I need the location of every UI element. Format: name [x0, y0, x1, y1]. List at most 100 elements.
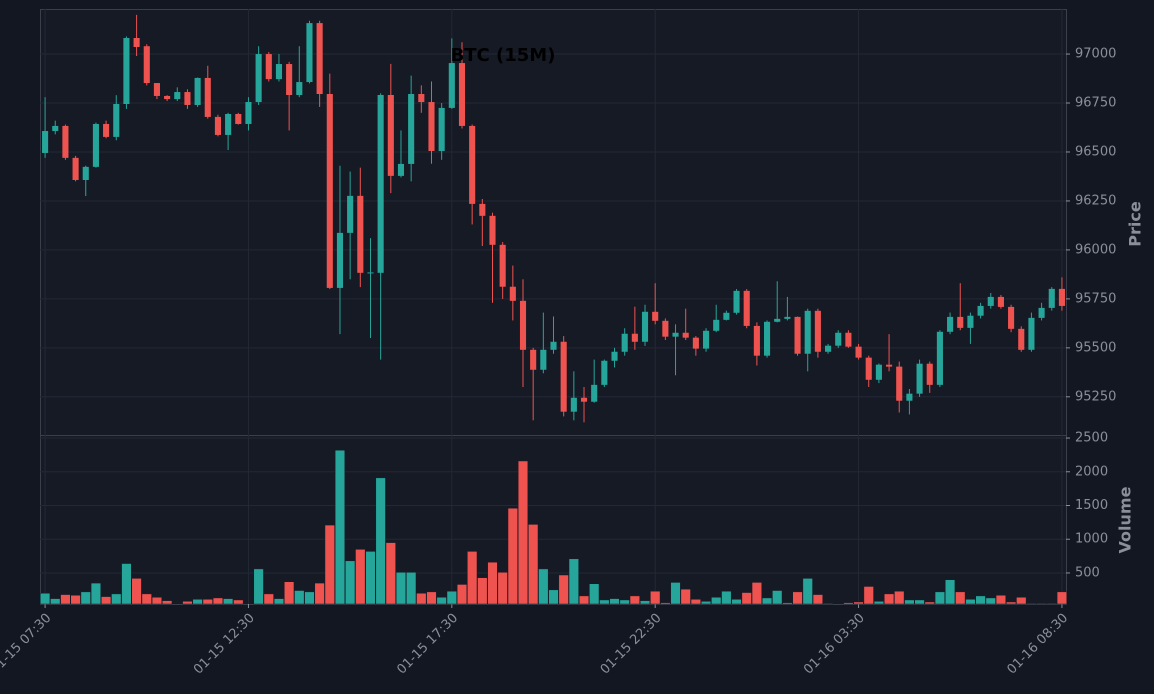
volume-bar: [975, 595, 986, 605]
candle-body: [82, 166, 89, 180]
candle-body: [723, 312, 730, 320]
x-tick-label: 01-15 07:30: [0, 611, 54, 678]
candle-body: [804, 310, 811, 354]
y-tick-label: 96000: [1075, 242, 1116, 257]
candle-body: [225, 113, 232, 135]
volume-bar: [1036, 603, 1047, 605]
volume-bar: [589, 583, 600, 605]
volume-bar: [639, 600, 651, 605]
candle-body: [143, 46, 150, 84]
candle-body: [580, 397, 588, 402]
volume-bar: [141, 593, 152, 605]
volume-bar: [873, 601, 884, 605]
candle-body: [1028, 317, 1035, 350]
candle-body: [977, 305, 984, 316]
volume-bar: [477, 577, 488, 605]
volume-bar: [700, 601, 712, 605]
candle-body: [957, 316, 964, 328]
candle-body: [611, 351, 618, 361]
candle-body: [275, 64, 283, 80]
volume-bar: [192, 599, 203, 605]
candle-body: [825, 345, 832, 352]
volume-bar: [660, 602, 671, 605]
candle-body: [347, 195, 354, 233]
volume-bar: [944, 579, 956, 605]
candle-body: [174, 92, 181, 100]
volume-bar: [121, 563, 132, 605]
candle-body: [458, 63, 466, 126]
candle-body: [916, 363, 923, 394]
candle-body: [509, 286, 516, 301]
volume-bar: [131, 578, 142, 605]
candle-body: [184, 92, 191, 105]
y2-tick-label: 2500: [1075, 431, 1108, 446]
candle-body: [1038, 307, 1045, 318]
y-tick-label: 96500: [1075, 144, 1116, 159]
volume-bar: [456, 584, 468, 605]
volume-bar: [294, 590, 305, 605]
candle-body: [519, 300, 527, 350]
candle-body: [591, 384, 598, 402]
candle-body: [875, 364, 882, 380]
volume-bar: [822, 603, 834, 605]
y-tick-label: 96750: [1075, 96, 1116, 111]
x-tick-label: 01-16 08:30: [1005, 611, 1072, 678]
volume-bar: [965, 599, 976, 605]
volume-bar: [406, 572, 417, 605]
candle-body: [377, 94, 384, 273]
volume-bar: [101, 596, 112, 605]
candle-body: [62, 125, 69, 158]
volume-bar: [355, 549, 366, 605]
volume-bar: [680, 588, 691, 605]
volume-bar: [487, 561, 498, 605]
volume-bar: [690, 599, 701, 605]
volume-bar: [894, 590, 905, 605]
candle-body: [896, 366, 903, 401]
candle-body: [601, 360, 608, 385]
candle-body: [265, 54, 272, 80]
candle-body: [357, 195, 364, 273]
volume-bar: [273, 598, 285, 605]
volume-bar: [629, 595, 640, 605]
volume-bar: [1026, 603, 1037, 605]
candle-body: [530, 349, 537, 370]
candle-body: [428, 102, 435, 151]
candle-body: [692, 337, 699, 349]
volume-bar: [151, 597, 163, 605]
candle-body: [214, 116, 221, 135]
candle-body: [336, 232, 344, 288]
candle-body: [153, 83, 160, 96]
candle-body: [235, 113, 242, 124]
candle-body: [418, 94, 425, 103]
candle-body: [743, 290, 750, 326]
chart-title: BTC (15M): [451, 45, 556, 66]
candle-body: [886, 364, 893, 367]
candle-body: [733, 290, 740, 313]
volume-bar: [914, 599, 925, 605]
volume-bar: [528, 524, 539, 605]
candle-body: [72, 157, 79, 180]
y-tick-label: 95750: [1075, 291, 1116, 306]
volume-bar: [162, 600, 173, 605]
x-tick-label: 01-15 17:30: [394, 611, 461, 678]
volume-bar: [304, 591, 315, 605]
candle-body: [194, 77, 201, 105]
candle-body: [570, 397, 577, 412]
volume-bar: [843, 602, 854, 605]
volume-bar: [233, 599, 244, 605]
candle-body: [855, 346, 862, 358]
candle-body: [326, 94, 333, 288]
volume-bar: [395, 572, 407, 605]
volume-bar: [263, 593, 274, 605]
volume-bar: [578, 595, 590, 605]
candle-body: [865, 357, 872, 380]
volume-bar: [741, 592, 752, 605]
y-tick-label: 95500: [1075, 340, 1116, 355]
volume-bar: [467, 551, 478, 605]
volume-bar: [1016, 597, 1027, 605]
candle-body: [621, 333, 628, 352]
volume-bar: [812, 594, 823, 605]
volume-bar: [90, 582, 102, 605]
candle-body: [245, 102, 252, 124]
candle-body: [936, 331, 943, 385]
